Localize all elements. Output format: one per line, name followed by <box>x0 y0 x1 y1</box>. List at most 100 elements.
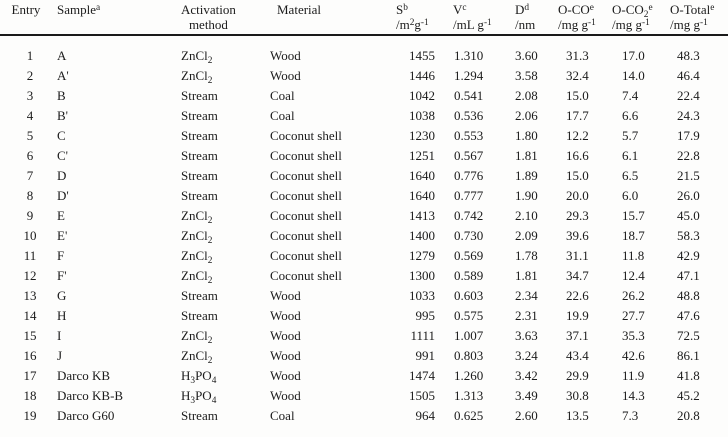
cell-o-total: 41.8 <box>677 368 700 383</box>
cell-material: Wood <box>270 288 301 303</box>
cell-o-co: 15.0 <box>566 88 589 103</box>
cell-o-co: 29.9 <box>566 368 589 383</box>
cell-entry: 11 <box>23 248 37 263</box>
cell-material: Coal <box>270 108 295 123</box>
cell-entry: 14 <box>23 308 37 323</box>
table-row: 4 B' Stream Coal 1038 0.536 2.06 17.7 6.… <box>0 106 728 126</box>
cell-surface-area: 995 <box>415 308 436 323</box>
header-surface-area-symbol: Sb <box>396 2 408 17</box>
cell-o-co: 43.4 <box>566 348 589 363</box>
header-o-total: O-Totale /mg g-1 <box>665 0 728 36</box>
cell-material: Wood <box>270 48 301 63</box>
cell-o-total: 22.4 <box>677 88 700 103</box>
header-activation-method: Activation method <box>175 0 268 36</box>
cell-pore-volume: 0.589 <box>454 268 484 283</box>
cell-entry: 13 <box>23 288 37 303</box>
cell-pore-diameter: 3.24 <box>515 348 538 363</box>
cell-material: Wood <box>270 328 301 343</box>
cell-pore-diameter: 1.81 <box>515 268 538 283</box>
table-body: 1 A ZnCl2 Wood 1455 1.310 3.60 31.3 17.0… <box>0 35 728 426</box>
cell-o-total: 45.2 <box>677 388 700 403</box>
cell-surface-area: 1474 <box>409 368 435 383</box>
table-row: 18 Darco KB-B H3PO4 Wood 1505 1.313 3.49… <box>0 386 728 406</box>
header-entry-label: Entry <box>11 2 41 17</box>
header-o-co: O-COe /mg g-1 <box>548 0 610 36</box>
cell-o-co2: 5.7 <box>622 128 639 143</box>
cell-sample: I <box>57 328 62 343</box>
cell-entry: 18 <box>23 388 37 403</box>
cell-pore-diameter: 2.60 <box>515 408 538 423</box>
cell-o-total: 21.5 <box>677 168 700 183</box>
cell-sample: D <box>57 168 67 183</box>
cell-pore-diameter: 1.89 <box>515 168 538 183</box>
header-pore-diameter-unit: /nm <box>515 17 536 32</box>
cell-o-co: 19.9 <box>566 308 589 323</box>
header-o-total-unit: /mg g-1 <box>670 17 708 32</box>
cell-material: Wood <box>270 308 301 323</box>
cell-o-total: 22.8 <box>677 148 700 163</box>
table-row: 14 H Stream Wood 995 0.575 2.31 19.9 27.… <box>0 306 728 326</box>
cell-material: Coconut shell <box>270 208 342 223</box>
cell-pore-volume: 0.541 <box>454 88 484 103</box>
header-sample-label: Samplea <box>57 2 101 17</box>
cell-surface-area: 1038 <box>409 108 435 123</box>
cell-o-total: 24.3 <box>677 108 700 123</box>
cell-material: Coconut shell <box>270 248 342 263</box>
cell-surface-area: 1033 <box>409 288 435 303</box>
cell-o-total: 47.6 <box>677 308 700 323</box>
cell-material: Wood <box>270 388 301 403</box>
cell-activation-method: H3PO4 <box>181 368 217 386</box>
cell-activation-method: Stream <box>181 308 218 323</box>
table-row: 17 Darco KB H3PO4 Wood 1474 1.260 3.42 2… <box>0 366 728 386</box>
cell-material: Wood <box>270 68 301 83</box>
cell-surface-area: 1446 <box>409 68 435 83</box>
cell-o-co2: 6.5 <box>622 168 639 183</box>
cell-o-co: 15.0 <box>566 168 589 183</box>
table-row: 5 C Stream Coconut shell 1230 0.553 1.80… <box>0 126 728 146</box>
cell-activation-method: ZnCl2 <box>181 268 213 286</box>
cell-material: Wood <box>270 348 301 363</box>
cell-activation-method: ZnCl2 <box>181 48 213 66</box>
cell-o-total: 20.8 <box>677 408 700 423</box>
cell-o-co2: 35.3 <box>622 328 645 343</box>
cell-sample: H <box>57 308 67 323</box>
header-entry: Entry <box>0 0 52 36</box>
cell-o-total: 46.4 <box>677 68 700 83</box>
cell-o-co2: 27.7 <box>622 308 645 323</box>
table-row: 2 A' ZnCl2 Wood 1446 1.294 3.58 32.4 14.… <box>0 66 728 86</box>
cell-o-co2: 14.0 <box>622 68 645 83</box>
cell-sample: F <box>57 248 65 263</box>
cell-pore-volume: 0.575 <box>454 308 484 323</box>
cell-sample: C' <box>57 148 69 163</box>
table-row: 10 E' ZnCl2 Coconut shell 1400 0.730 2.0… <box>0 226 728 246</box>
cell-surface-area: 1640 <box>409 188 435 203</box>
cell-o-co: 17.7 <box>566 108 589 123</box>
cell-o-co: 37.1 <box>566 328 589 343</box>
cell-o-co2: 6.1 <box>622 148 639 163</box>
cell-material: Coal <box>270 88 295 103</box>
cell-o-co: 39.6 <box>566 228 589 243</box>
cell-o-co: 31.1 <box>566 248 589 263</box>
cell-entry: 7 <box>26 168 34 183</box>
cell-entry: 12 <box>23 268 37 283</box>
cell-activation-method: Stream <box>181 88 218 103</box>
cell-entry: 1 <box>26 48 34 63</box>
cell-entry: 15 <box>23 328 37 343</box>
header-row: Entry Samplea Activation method Material… <box>0 0 728 36</box>
cell-surface-area: 1455 <box>409 48 435 63</box>
table-row: 9 E ZnCl2 Coconut shell 1413 0.742 2.10 … <box>0 206 728 226</box>
header-o-total-symbol: O-Totale <box>670 2 715 17</box>
cell-activation-method: ZnCl2 <box>181 328 213 346</box>
cell-o-total: 47.1 <box>677 268 700 283</box>
cell-pore-volume: 1.310 <box>454 48 484 63</box>
cell-material: Coconut shell <box>270 268 342 283</box>
cell-o-total: 48.8 <box>677 288 700 303</box>
header-o-co2-unit: /mg g-1 <box>612 17 650 32</box>
cell-material: Wood <box>270 368 301 383</box>
cell-pore-volume: 0.569 <box>454 248 484 263</box>
cell-surface-area: 964 <box>415 408 436 423</box>
header-material-label: Material <box>277 2 322 17</box>
cell-o-co: 32.4 <box>566 68 589 83</box>
cell-entry: 17 <box>23 368 37 383</box>
